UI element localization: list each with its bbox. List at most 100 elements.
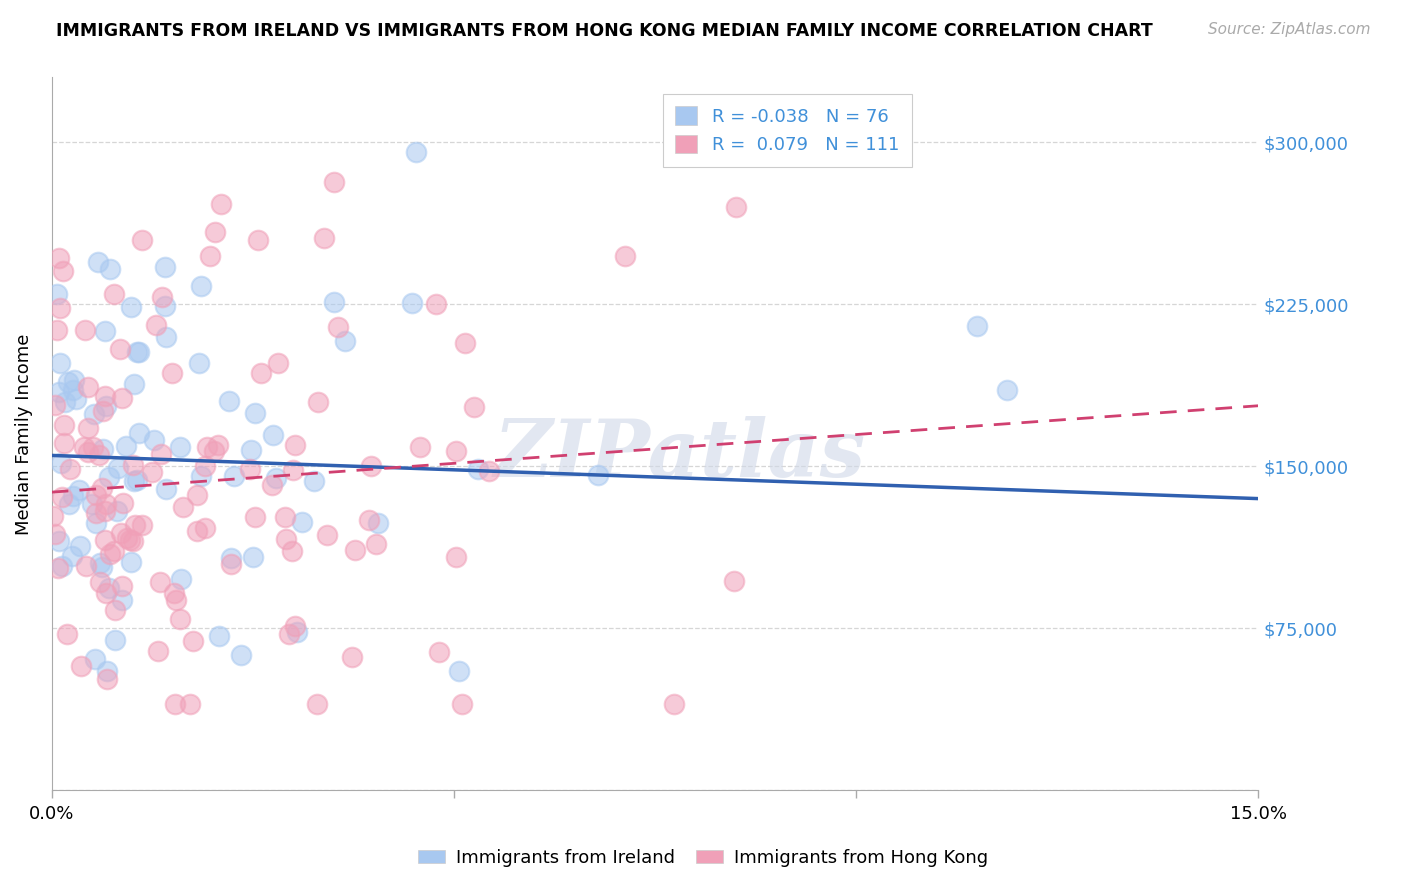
Point: [112, 496, 135, 510]
Point: [103, 544, 125, 558]
Point: [614, 249, 637, 263]
Point: [312, 230, 335, 244]
Point: [67, 483, 90, 497]
Point: [73, 440, 96, 454]
Point: [111, 593, 134, 607]
Point: [44, 527, 66, 541]
Point: [262, 477, 284, 491]
Point: [162, 366, 184, 380]
Point: [115, 439, 138, 453]
Point: [143, 433, 166, 447]
Point: [76, 380, 98, 394]
Point: [169, 440, 191, 454]
Point: [169, 612, 191, 626]
Point: [966, 318, 988, 333]
Point: [326, 320, 349, 334]
Point: [120, 533, 142, 548]
Point: [367, 516, 389, 530]
Point: [186, 524, 208, 538]
Point: [239, 442, 262, 457]
Point: [98, 262, 121, 277]
Legend: Immigrants from Ireland, Immigrants from Hong Kong: Immigrants from Ireland, Immigrants from…: [411, 842, 995, 874]
Point: [425, 296, 447, 310]
Point: [83, 407, 105, 421]
Text: ZIPatlas: ZIPatlas: [494, 417, 865, 494]
Point: [262, 428, 284, 442]
Point: [96, 497, 118, 511]
Point: [322, 175, 344, 189]
Point: [44, 398, 66, 412]
Point: [188, 356, 211, 370]
Point: [463, 400, 485, 414]
Point: [724, 200, 747, 214]
Point: [333, 334, 356, 349]
Point: [409, 440, 432, 454]
Point: [266, 470, 288, 484]
Point: [105, 504, 128, 518]
Point: [198, 249, 221, 263]
Point: [723, 574, 745, 588]
Point: [58, 375, 80, 389]
Point: [96, 665, 118, 679]
Point: [94, 585, 117, 599]
Point: [243, 509, 266, 524]
Point: [52, 436, 75, 450]
Point: [454, 336, 477, 351]
Point: [204, 226, 226, 240]
Point: [274, 510, 297, 524]
Point: [146, 644, 169, 658]
Point: [127, 474, 149, 488]
Point: [69, 539, 91, 553]
Point: [94, 504, 117, 518]
Point: [340, 650, 363, 665]
Point: [150, 289, 173, 303]
Point: [155, 330, 177, 344]
Point: [98, 582, 121, 596]
Point: [588, 468, 610, 483]
Point: [478, 464, 501, 478]
Point: [181, 634, 204, 648]
Point: [179, 697, 201, 711]
Point: [75, 559, 97, 574]
Point: [281, 463, 304, 477]
Point: [65, 392, 87, 406]
Point: [56, 626, 79, 640]
Point: [131, 517, 153, 532]
Point: [281, 543, 304, 558]
Y-axis label: Median Family Income: Median Family Income: [15, 333, 32, 534]
Point: [284, 437, 307, 451]
Point: [108, 342, 131, 356]
Point: [131, 233, 153, 247]
Point: [242, 549, 264, 564]
Point: [360, 459, 382, 474]
Point: [366, 537, 388, 551]
Point: [128, 344, 150, 359]
Point: [307, 395, 329, 409]
Point: [186, 488, 208, 502]
Point: [291, 516, 314, 530]
Point: [194, 458, 217, 473]
Point: [51, 491, 73, 505]
Point: [45, 323, 67, 337]
Point: [82, 441, 104, 455]
Point: [149, 447, 172, 461]
Point: [87, 255, 110, 269]
Point: [207, 629, 229, 643]
Text: IMMIGRANTS FROM IRELAND VS IMMIGRANTS FROM HONG KONG MEDIAN FAMILY INCOME CORREL: IMMIGRANTS FROM IRELAND VS IMMIGRANTS FR…: [56, 22, 1153, 40]
Point: [222, 469, 245, 483]
Point: [145, 318, 167, 332]
Point: [344, 543, 367, 558]
Point: [207, 438, 229, 452]
Point: [97, 469, 120, 483]
Point: [124, 517, 146, 532]
Point: [427, 645, 450, 659]
Point: [239, 461, 262, 475]
Point: [46, 287, 69, 301]
Point: [111, 391, 134, 405]
Point: [84, 516, 107, 530]
Point: [63, 373, 86, 387]
Point: [52, 418, 75, 433]
Point: [307, 697, 329, 711]
Point: [122, 533, 145, 548]
Point: [169, 572, 191, 586]
